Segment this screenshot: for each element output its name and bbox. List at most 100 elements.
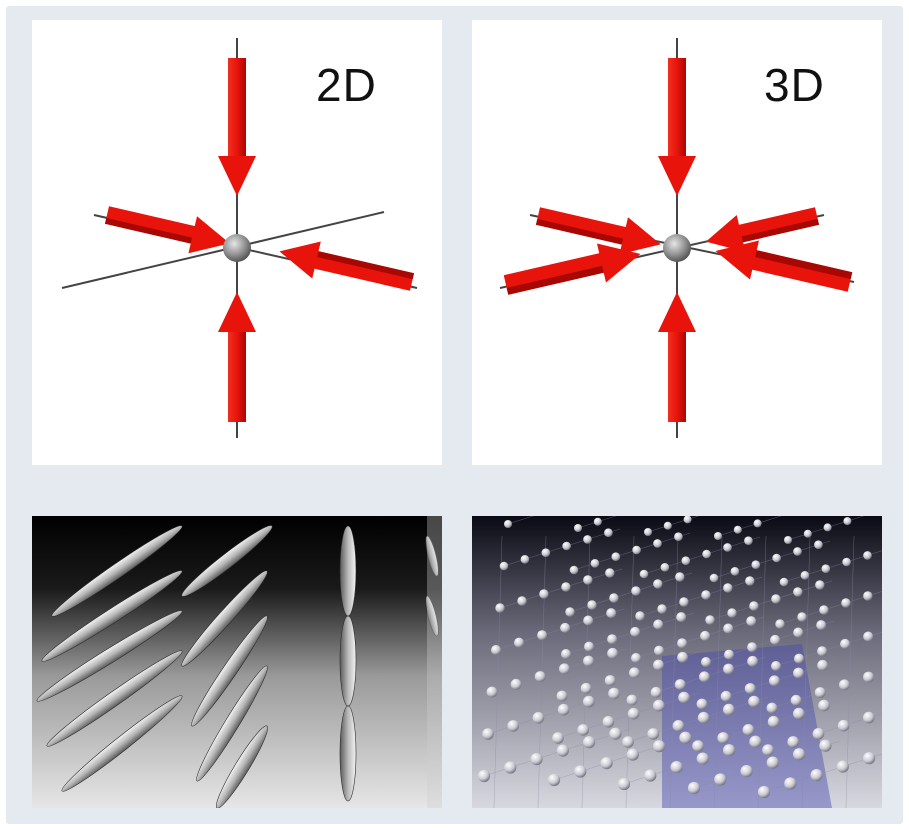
arrow-top bbox=[658, 58, 696, 196]
lattice-sphere bbox=[705, 615, 715, 625]
lattice-sphere bbox=[653, 740, 666, 753]
needle-particle bbox=[181, 570, 268, 667]
lattice-sphere bbox=[863, 711, 875, 724]
needle-particle bbox=[339, 525, 357, 617]
lattice-sphere bbox=[600, 757, 613, 770]
lattice-sphere bbox=[504, 761, 517, 774]
lattice-sphere bbox=[766, 702, 778, 714]
lattice-sphere bbox=[678, 691, 690, 704]
lattice-sphere bbox=[650, 686, 662, 698]
lattice-sphere bbox=[793, 707, 805, 720]
lattice-sphere bbox=[583, 615, 594, 626]
lattice-sphere bbox=[683, 516, 692, 524]
lattice-sphere bbox=[863, 551, 872, 560]
lattice-sphere bbox=[674, 532, 683, 541]
lattice-sphere bbox=[762, 744, 774, 756]
lattice-sphere bbox=[510, 678, 522, 690]
lattice-sphere bbox=[723, 543, 732, 552]
lattice-sphere bbox=[817, 659, 828, 671]
lattice-sphere bbox=[604, 675, 616, 686]
needle-particle bbox=[191, 615, 268, 727]
lattice-sphere bbox=[709, 573, 719, 583]
lattice-sphere bbox=[604, 528, 613, 537]
lattice-sphere bbox=[583, 655, 594, 667]
lattice-sphere bbox=[561, 649, 571, 659]
lattice-sphere bbox=[560, 622, 571, 633]
lattice-sphere bbox=[657, 604, 667, 614]
center-node bbox=[663, 234, 691, 262]
lattice-sphere bbox=[556, 744, 569, 757]
lattice-sphere bbox=[672, 720, 685, 732]
lattice-sphere bbox=[863, 671, 874, 683]
lattice-sphere bbox=[714, 532, 722, 540]
lattice-sphere bbox=[797, 612, 807, 622]
lattice-sphere bbox=[793, 667, 804, 679]
lattice-sphere bbox=[606, 608, 617, 619]
lattice-sphere bbox=[644, 528, 652, 536]
lattice-sphere bbox=[770, 634, 781, 645]
lattice-sphere bbox=[609, 593, 619, 603]
lattice-sphere bbox=[757, 785, 771, 799]
lattice-sphere bbox=[839, 679, 850, 691]
lattice-sphere bbox=[644, 769, 657, 782]
lattice-sphere bbox=[583, 535, 592, 544]
lattice-sphere bbox=[499, 561, 509, 571]
lattice-sphere bbox=[514, 637, 524, 648]
lattice-sphere bbox=[584, 641, 594, 652]
lattice-sphere bbox=[748, 695, 760, 708]
lattice-sphere bbox=[823, 523, 832, 532]
lattice-sphere bbox=[676, 612, 687, 623]
lattice-sphere bbox=[559, 663, 570, 675]
lattice-sphere bbox=[723, 744, 736, 757]
lattice-sphere bbox=[814, 540, 823, 549]
lattice-sphere bbox=[482, 728, 494, 740]
lattice-sphere bbox=[700, 630, 711, 641]
lattice-sphere bbox=[818, 699, 830, 712]
lattice-sphere bbox=[639, 569, 649, 579]
horizontal-axis-line bbox=[61, 211, 385, 289]
lattice-sphere bbox=[692, 740, 704, 752]
lattice-sphere bbox=[842, 557, 851, 567]
lattice-sphere bbox=[647, 728, 659, 740]
lattice-sphere bbox=[557, 703, 570, 716]
lattice-sphere bbox=[631, 586, 641, 596]
lattice-sphere bbox=[561, 582, 571, 592]
lattice-sphere bbox=[863, 591, 873, 601]
lattice-sphere bbox=[677, 638, 688, 649]
lattice-sphere bbox=[607, 634, 618, 645]
arrow-right bbox=[279, 241, 415, 291]
lattice-sphere bbox=[819, 739, 832, 752]
lattice-sphere bbox=[607, 647, 618, 659]
sphere-lattice bbox=[477, 516, 876, 799]
lattice-sphere bbox=[779, 577, 789, 587]
lattice-sphere bbox=[617, 777, 631, 791]
lattice-sphere bbox=[530, 753, 543, 766]
lattice-sphere bbox=[552, 732, 564, 744]
arrow-lower-left bbox=[503, 243, 641, 295]
lattice-sphere bbox=[745, 576, 755, 586]
diagram-2d bbox=[61, 38, 418, 438]
lattice-sphere bbox=[577, 724, 589, 736]
lattice-sphere bbox=[744, 536, 753, 545]
lattice-sphere bbox=[670, 761, 683, 774]
lattice-sphere bbox=[717, 732, 729, 744]
lattice-sphere bbox=[740, 765, 753, 778]
lattice-sphere bbox=[793, 748, 806, 761]
lattice-sphere bbox=[679, 597, 689, 607]
lattice-sphere bbox=[608, 687, 620, 700]
lattice-sphere bbox=[767, 715, 780, 728]
label-3d: 3D bbox=[764, 59, 825, 111]
lattice-sphere bbox=[653, 699, 665, 712]
lattice-sphere bbox=[675, 572, 685, 582]
lattice-sphere bbox=[587, 600, 597, 610]
lattice-sphere bbox=[817, 646, 828, 657]
lattice-sphere bbox=[749, 735, 762, 748]
lattice-sphere bbox=[574, 524, 582, 532]
lattice-sphere bbox=[622, 736, 634, 748]
arrow-upper-right bbox=[705, 207, 820, 253]
lattice-sphere bbox=[723, 623, 734, 634]
lattice-sphere bbox=[793, 587, 803, 597]
lattice-sphere bbox=[723, 703, 735, 716]
needle-particle bbox=[51, 525, 183, 617]
lattice-sphere bbox=[836, 760, 849, 773]
